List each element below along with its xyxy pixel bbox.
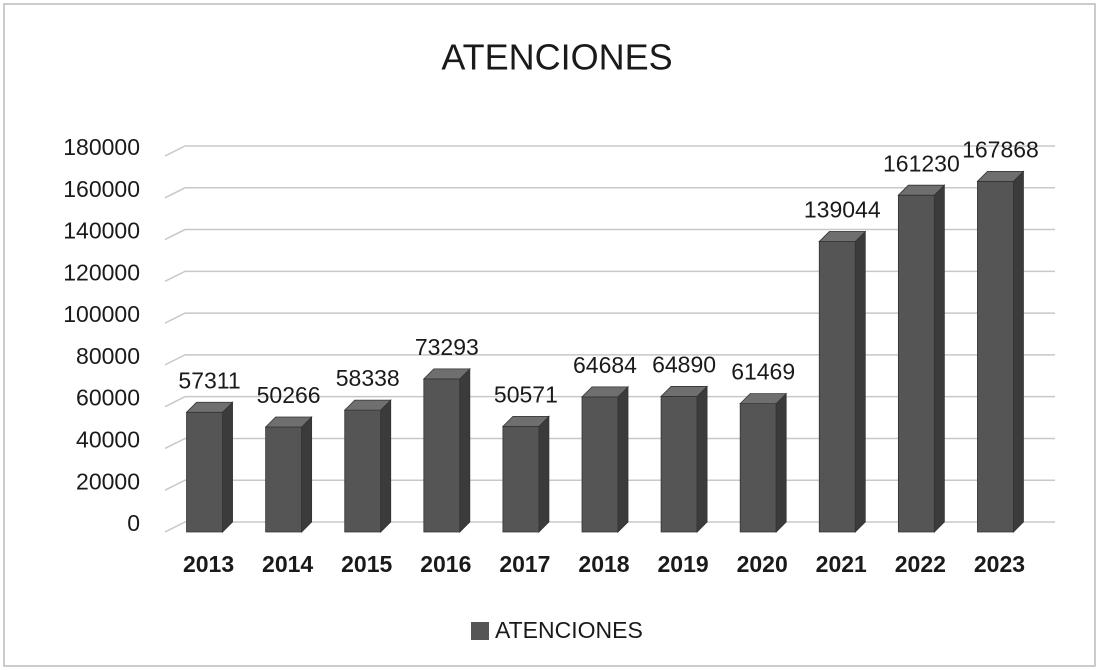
bar-front xyxy=(265,426,303,533)
bar-front xyxy=(186,411,223,533)
bar-side xyxy=(380,399,392,533)
bar-side xyxy=(222,401,233,533)
grid-line xyxy=(164,312,1055,324)
bar-top xyxy=(976,170,1025,182)
bar-front xyxy=(660,396,698,533)
grid-line xyxy=(164,145,1055,157)
x-tick-label: 2017 xyxy=(499,551,550,577)
bar xyxy=(897,184,946,533)
bar-top xyxy=(422,368,471,380)
bar-front xyxy=(977,180,1014,533)
x-tick-label: 2020 xyxy=(737,551,788,577)
x-tick-label: 2013 xyxy=(183,551,234,577)
y-tick-label: 0 xyxy=(127,510,140,536)
bar xyxy=(739,392,788,533)
y-tick-label: 60000 xyxy=(76,385,140,411)
y-tick-label: 20000 xyxy=(76,468,140,494)
data-label: 61469 xyxy=(731,359,795,385)
bar-top xyxy=(501,415,550,427)
data-label: 57311 xyxy=(178,367,240,393)
y-tick-label: 160000 xyxy=(63,176,140,202)
bar-top xyxy=(264,416,313,428)
bar-side xyxy=(696,385,708,533)
x-tick-label: 2014 xyxy=(262,551,313,577)
chart-title: ATENCIONES xyxy=(441,37,672,78)
bar-front xyxy=(897,194,935,533)
bar xyxy=(501,415,550,533)
bar-side xyxy=(1013,170,1024,533)
bar-side xyxy=(933,184,945,533)
bar-top xyxy=(739,393,788,404)
bar-side xyxy=(459,367,471,533)
bar-front xyxy=(344,409,382,533)
data-label: 50571 xyxy=(494,381,558,407)
bar xyxy=(264,416,313,533)
data-label: 58338 xyxy=(336,365,400,391)
data-label: 167868 xyxy=(962,136,1039,162)
bar-side xyxy=(854,230,866,533)
y-tick-label: 140000 xyxy=(63,218,140,244)
bar-top xyxy=(581,386,629,398)
bar-front xyxy=(739,403,777,533)
bar xyxy=(581,385,629,533)
bar-top xyxy=(185,401,234,413)
bar-side xyxy=(301,416,313,533)
bar-front xyxy=(502,425,540,533)
data-label: 161230 xyxy=(883,150,960,176)
bar-side xyxy=(617,385,629,533)
bar xyxy=(976,170,1025,533)
bar-front xyxy=(581,396,619,533)
bar-top xyxy=(660,386,709,397)
y-tick-label: 120000 xyxy=(63,259,140,285)
bar xyxy=(818,230,867,533)
bar-front xyxy=(423,378,461,533)
legend-swatch xyxy=(471,622,489,640)
bar-side xyxy=(538,415,550,533)
data-label: 64890 xyxy=(652,352,716,378)
bar xyxy=(660,385,709,533)
bar xyxy=(343,399,392,533)
grid-line xyxy=(164,228,1055,241)
data-label: 50266 xyxy=(257,382,321,408)
x-tick-label: 2019 xyxy=(658,551,709,577)
grid-line xyxy=(164,354,1055,366)
grid-line xyxy=(164,187,1055,199)
x-tick-label: 2023 xyxy=(974,551,1025,577)
x-tick-label: 2015 xyxy=(341,551,392,577)
data-label: 64684 xyxy=(573,352,637,378)
bar-side xyxy=(775,392,787,533)
bar xyxy=(185,401,234,533)
y-tick-label: 80000 xyxy=(76,343,140,369)
x-tick-label: 2021 xyxy=(816,551,867,577)
y-tick-label: 180000 xyxy=(63,134,140,160)
x-tick-label: 2018 xyxy=(578,551,629,577)
legend-label: ATENCIONES xyxy=(495,617,643,643)
y-tick-label: 40000 xyxy=(76,427,140,453)
bar-top xyxy=(818,231,867,242)
bar xyxy=(422,367,471,533)
grid-line xyxy=(164,270,1055,283)
data-label: 73293 xyxy=(415,334,479,360)
bar-top xyxy=(897,184,946,196)
x-tick-label: 2022 xyxy=(895,551,946,577)
x-tick-label: 2016 xyxy=(420,551,471,577)
y-tick-label: 100000 xyxy=(63,301,140,327)
bar-top xyxy=(343,399,392,411)
bar-front xyxy=(818,241,856,533)
data-label: 139044 xyxy=(804,197,881,223)
